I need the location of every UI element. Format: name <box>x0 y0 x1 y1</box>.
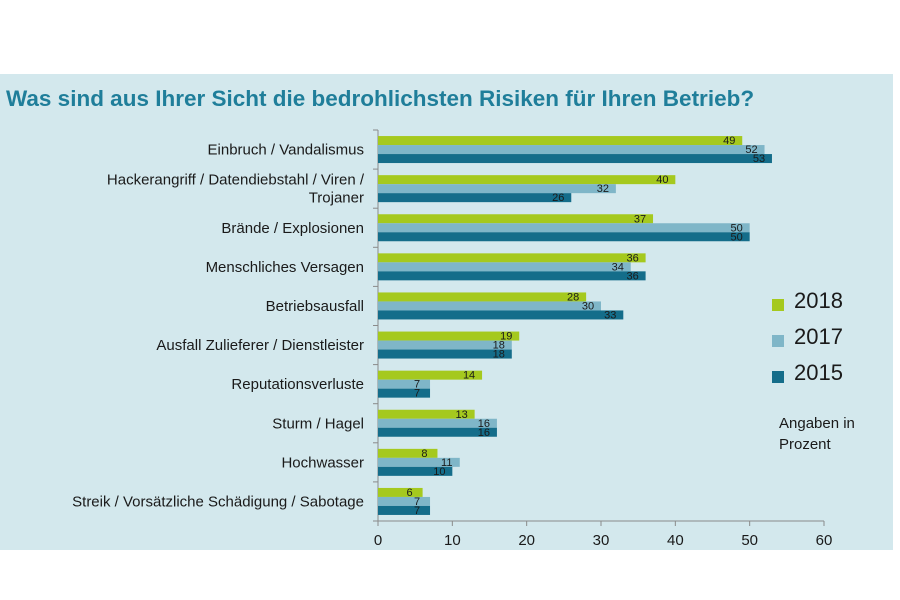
x-tick-label: 10 <box>444 532 461 549</box>
category-label: Menschliches Versagen <box>206 259 364 276</box>
bar-2015 <box>378 271 646 281</box>
bar-2017 <box>378 418 497 428</box>
legend-swatch-2015 <box>772 371 784 383</box>
data-label-2017: 18 <box>493 340 505 352</box>
data-label-2018: 13 <box>456 409 468 421</box>
data-label-2018: 19 <box>500 331 512 343</box>
data-label-2018: 14 <box>463 370 475 382</box>
legend-swatch-2017 <box>772 335 784 347</box>
category-label: Einbruch / Vandalismus <box>208 142 364 159</box>
data-label-2015: 7 <box>414 505 420 517</box>
category-label: Ausfall Zulieferer / Dienstleister <box>156 337 364 354</box>
legend-label-2015: 2015 <box>794 360 843 385</box>
data-label-2015: 7 <box>414 388 420 400</box>
bar-2017 <box>378 340 512 350</box>
bar-2018 <box>378 136 743 146</box>
bar-2015 <box>378 388 431 398</box>
data-label-2018: 6 <box>407 487 413 499</box>
legend-label-2017: 2017 <box>794 324 843 349</box>
bar-2015 <box>378 505 431 515</box>
bar-2018 <box>378 448 438 458</box>
bar-2018 <box>378 370 483 380</box>
bar-2015 <box>378 466 453 476</box>
data-label-2015: 18 <box>493 349 505 361</box>
bar-2017 <box>378 223 750 233</box>
data-label-2018: 37 <box>634 213 646 225</box>
bar-2018 <box>378 214 654 224</box>
x-tick-label: 0 <box>374 532 382 549</box>
x-tick-label: 30 <box>593 532 610 549</box>
data-label-2017: 34 <box>612 261 624 273</box>
data-label-2018: 36 <box>626 252 638 264</box>
data-label-2017: 32 <box>597 183 609 195</box>
bar-2018 <box>378 409 475 419</box>
bar-2017 <box>378 496 431 506</box>
legend-label-2018: 2018 <box>794 288 843 313</box>
data-label-2015: 53 <box>753 153 765 165</box>
x-tick-label: 60 <box>816 532 833 549</box>
data-label-2017: 30 <box>582 300 594 312</box>
data-label-2018: 8 <box>421 448 427 460</box>
bar-2017 <box>378 457 460 467</box>
chart-title: Was sind aus Ihrer Sicht die bedrohlichs… <box>6 86 755 111</box>
bar-2018 <box>378 292 587 302</box>
data-label-2018: 40 <box>656 174 668 186</box>
data-label-2015: 16 <box>478 427 490 439</box>
bar-2015 <box>378 154 772 164</box>
legend-swatch-2018 <box>772 299 784 311</box>
category-label: Streik / Vorsätzliche Schädigung / Sabot… <box>72 493 364 510</box>
data-label-2017: 52 <box>745 144 757 156</box>
bar-2017 <box>378 301 601 311</box>
data-label-2017: 7 <box>414 496 420 508</box>
x-tick-label: 40 <box>667 532 684 549</box>
bar-2017 <box>378 145 765 155</box>
category-label: Sturm / Hagel <box>272 415 364 432</box>
bar-2017 <box>378 262 631 272</box>
x-tick-label: 50 <box>741 532 758 549</box>
units-note: Angaben in Prozent <box>779 415 855 453</box>
bar-2015 <box>378 349 512 359</box>
data-label-2015: 10 <box>433 466 445 478</box>
bar-2017 <box>378 184 616 194</box>
category-label: Hackerangriff / Datendiebstahl / Viren / <box>107 172 365 189</box>
bar-2017 <box>378 379 431 389</box>
bar-2015 <box>378 232 750 242</box>
data-label-2015: 33 <box>604 309 616 321</box>
bar-2015 <box>378 310 624 320</box>
data-label-2015: 26 <box>552 192 564 204</box>
data-label-2015: 50 <box>731 231 743 243</box>
bar-2018 <box>378 487 423 497</box>
category-label: Betriebsausfall <box>266 298 364 315</box>
data-label-2018: 49 <box>723 135 735 147</box>
bar-2015 <box>378 193 572 203</box>
category-label: Hochwasser <box>281 454 364 471</box>
category-label: Trojaner <box>309 190 364 207</box>
data-label-2017: 7 <box>414 379 420 391</box>
bar-2018 <box>378 175 676 185</box>
data-label-2017: 50 <box>731 222 743 234</box>
data-label-2015: 36 <box>626 270 638 282</box>
data-label-2017: 11 <box>441 457 452 469</box>
category-label: Reputationsverluste <box>231 376 364 393</box>
data-label-2018: 28 <box>567 291 579 303</box>
x-tick-label: 20 <box>518 532 535 549</box>
bar-2018 <box>378 331 520 341</box>
category-label: Brände / Explosionen <box>221 220 364 237</box>
bar-2018 <box>378 253 646 263</box>
bar-2015 <box>378 427 497 437</box>
data-label-2017: 16 <box>478 418 490 430</box>
